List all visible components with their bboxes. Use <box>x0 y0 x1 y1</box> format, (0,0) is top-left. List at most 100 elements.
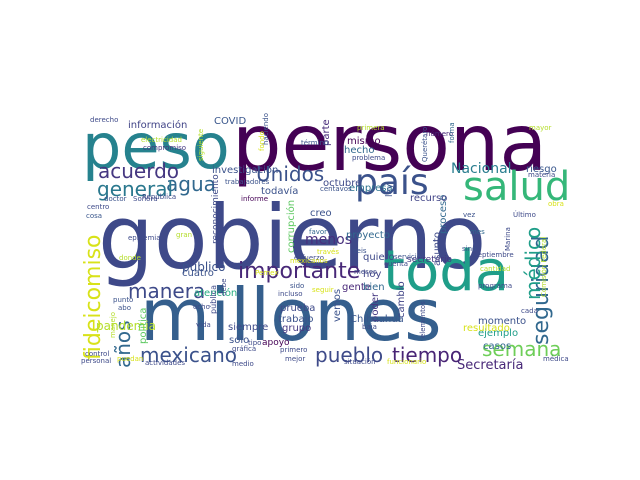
word-manera: manera <box>128 279 205 303</box>
word-marina: Marina <box>504 227 512 251</box>
word-septiembre: septiembre <box>474 251 514 259</box>
word-momento: momento <box>478 316 526 327</box>
word-mismo: mismo <box>347 136 381 147</box>
word-cuatro: cuatro <box>182 268 214 279</box>
word-nacional: Nacional <box>451 161 512 177</box>
word-prueba: prueba <box>280 303 315 314</box>
word-atención: atención <box>194 287 237 299</box>
word-elementos: elementos <box>419 301 427 338</box>
word-apoyo: apoyo <box>262 338 290 348</box>
word-servicio: servicio <box>394 253 421 261</box>
word-control: control <box>85 350 109 358</box>
word-manejo: manejo <box>109 312 117 338</box>
word-último: Último <box>513 210 536 219</box>
word-general: general <box>97 177 173 201</box>
word-público: público <box>182 260 225 274</box>
word-recurso: recurso <box>410 193 447 204</box>
word-grupo: grupo <box>282 323 311 334</box>
word-acuerdo: acuerdo <box>98 159 179 183</box>
word-personal: personal <box>81 357 111 365</box>
word-vemos: vemos <box>332 289 343 322</box>
word-esfuerzo: esfuerzo <box>294 254 324 262</box>
word-resultado: resultado <box>463 323 510 334</box>
word-primera: primera <box>357 124 385 132</box>
word-vez: vez <box>463 211 475 219</box>
word-país: país <box>355 162 429 203</box>
word-mes: mes <box>470 228 485 236</box>
word-cosa: cosa <box>86 212 102 220</box>
word-ocho: ocho <box>193 303 210 311</box>
word-secretaría: Secretaría <box>457 358 523 373</box>
word-semana: semana <box>482 337 561 361</box>
word-punto: punto <box>113 296 133 304</box>
word-mayor: mayor <box>529 124 552 132</box>
word-obra: obra <box>548 200 564 208</box>
word-comisión-federal: Comisión Federal <box>540 237 548 297</box>
word-seguridad: seguridad <box>529 236 554 345</box>
word-trabajadores: trabajadores <box>225 178 270 186</box>
word-mexicanos: mexicanos <box>290 257 328 265</box>
word-pandemia: pandemia <box>96 319 156 333</box>
word-siguiente: siguiente <box>197 129 205 161</box>
word-cuenta: cuenta <box>384 260 408 268</box>
word-médica: médica <box>543 355 569 363</box>
word-corrupción: corrupción <box>285 200 297 253</box>
word-empresa: empresa <box>349 183 393 194</box>
word-agua: agua <box>166 172 216 196</box>
word-tiempo: tiempo <box>392 343 462 367</box>
word-cantidad: cantidad <box>480 265 510 273</box>
word-ley: ley <box>385 183 395 197</box>
word-toda: toda <box>383 239 509 304</box>
word-sólo: sólo <box>229 334 249 346</box>
word-electricidad: electricidad <box>141 136 182 144</box>
word-seis: seis <box>353 247 367 255</box>
word-número: número <box>426 130 453 138</box>
word-casos: casos <box>483 341 511 352</box>
word-proyecto: proyecto <box>346 230 390 241</box>
word-pública: pública <box>209 285 218 314</box>
word-sonora: Sonora <box>133 195 158 203</box>
word-meses: meses <box>354 268 377 276</box>
word-puedan: puedan <box>117 355 143 363</box>
word-gran: gran <box>176 231 192 239</box>
word-parte: parte <box>321 119 332 146</box>
word-situación: situación <box>344 358 376 366</box>
word-secretario: secretario <box>407 255 452 265</box>
word-años: años <box>111 320 135 368</box>
word-asunto: asunto <box>432 232 443 266</box>
word-sino: sino <box>462 245 476 253</box>
word-incluso: incluso <box>278 290 303 298</box>
word-abo: abo <box>118 304 131 312</box>
word-médico: médico <box>521 227 545 300</box>
word-seguir: seguir <box>312 286 334 294</box>
word-funcionario: funcionario <box>387 358 426 366</box>
word-ejemplo: ejemplo <box>478 328 518 339</box>
word-octubre: octubre <box>323 178 361 189</box>
word-peso: peso <box>82 110 230 183</box>
word-primero: primero <box>280 346 307 354</box>
word-investigación: investigación <box>212 164 278 176</box>
word-pemex: Pemex <box>255 269 278 277</box>
word-pueblo: pueblo <box>315 343 383 367</box>
word-debe: debe <box>220 279 228 297</box>
word-covid: COVID <box>214 116 246 127</box>
word-proceso: proceso <box>438 195 449 234</box>
word-forma: forma <box>448 122 456 143</box>
word-mexicano: mexicano <box>140 343 237 367</box>
word-donde: donde <box>119 254 141 262</box>
word-quiero: quiero <box>363 252 395 263</box>
word-salud: salud <box>463 164 570 210</box>
word-fideicomiso: fideicomiso <box>81 235 106 361</box>
word-bien: bien <box>363 282 385 293</box>
word-doctor: doctor <box>104 195 127 203</box>
word-reconocimiento: reconocimiento <box>211 174 221 244</box>
word-creo: creo <box>310 208 332 219</box>
word-mejor: mejor <box>285 355 305 363</box>
word-cambio: cambio <box>396 281 407 318</box>
word-informe: informe <box>241 195 268 203</box>
word-sido: sido <box>290 282 304 290</box>
word-actividades: actividades <box>145 359 185 367</box>
word-tipo: tipo <box>248 339 261 347</box>
word-hoy: hoy <box>363 269 381 280</box>
